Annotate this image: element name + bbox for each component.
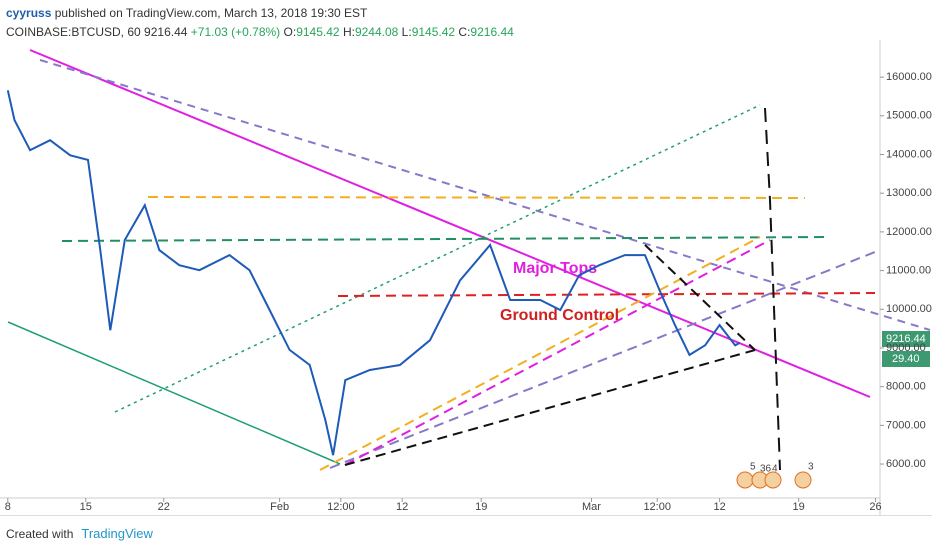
- x-tick-label: 19: [793, 501, 805, 513]
- x-tick-label: 15: [80, 501, 92, 513]
- high: 9244.08: [354, 25, 399, 39]
- trendline: [344, 349, 756, 466]
- y-tick-label: 14000.00: [886, 148, 932, 160]
- timer-tag-text: 29.40: [892, 353, 920, 365]
- o-label: O:: [283, 25, 297, 39]
- chart: Major Tops Ground Control 5 36 4 3 9216.…: [0, 40, 932, 515]
- timer-tag: [882, 351, 930, 367]
- header: cyyruss published on TradingView.com, Ma…: [6, 4, 514, 42]
- publisher: cyyruss: [6, 6, 52, 20]
- low: 9145.42: [411, 25, 456, 39]
- x-tick-label: 8: [5, 501, 11, 513]
- trendline: [7, 321, 341, 465]
- published: published on TradingView.com, March 13, …: [54, 6, 368, 20]
- trendline: [39, 59, 931, 331]
- trendline: [114, 104, 761, 413]
- y-tick-label: 16000.00: [886, 71, 932, 83]
- price-tag: [882, 331, 930, 347]
- event-count: 3: [808, 462, 814, 473]
- x-tick-label: 19: [475, 501, 487, 513]
- trendline: [29, 49, 871, 398]
- y-tick-label: 7000.00: [886, 419, 926, 431]
- change: +71.03 (+0.78%): [190, 25, 281, 39]
- y-tick-label: 12000.00: [886, 226, 932, 238]
- price-tag-text: 9216.44: [886, 333, 926, 345]
- event-count: 36: [760, 464, 772, 475]
- y-tick-label: 11000.00: [886, 264, 931, 276]
- events: 5 36 4 3: [736, 462, 814, 489]
- y-tick-label: 10000.00: [886, 303, 932, 315]
- x-tick-label: 12: [713, 501, 725, 513]
- y-tick-label: 6000.00: [886, 458, 926, 470]
- y-tick-label: 9000.00: [886, 342, 926, 354]
- projection: [764, 107, 781, 471]
- c-label: C:: [458, 25, 471, 39]
- l-label: L:: [401, 25, 412, 39]
- event-icon: [736, 471, 754, 489]
- footer: Created with TradingView: [0, 515, 932, 551]
- symbol: COINBASE:BTCUSD, 60: [6, 25, 141, 39]
- event-count: 5: [750, 462, 756, 473]
- level: [61, 236, 831, 242]
- trendline: [644, 244, 756, 351]
- event-icon: [794, 471, 812, 489]
- last: 9216.44: [144, 25, 188, 39]
- x-tick-label: Mar: [582, 501, 601, 513]
- h-label: H:: [342, 25, 355, 39]
- drawings: [7, 49, 931, 471]
- x-tick-label: 12:00: [327, 501, 355, 513]
- y-tick-label: 13000.00: [886, 187, 932, 199]
- x-tick-label: 12:00: [643, 501, 671, 513]
- footer-text: Created with: [6, 526, 74, 541]
- event-icon: [764, 471, 782, 489]
- x-tick-label: 12: [396, 501, 408, 513]
- annotation: Ground Control: [500, 307, 619, 324]
- trendline: [319, 236, 761, 471]
- x-tick-label: 22: [158, 501, 170, 513]
- y-tick-label: 15000.00: [886, 110, 932, 122]
- event-count: 4: [772, 464, 778, 475]
- y-tick-label: 8000.00: [886, 381, 926, 393]
- open: 9145.42: [296, 25, 340, 39]
- x-tick-label: 26: [869, 501, 881, 513]
- x-tick-label: Feb: [270, 501, 289, 513]
- close: 9216.44: [470, 25, 514, 39]
- trendline: [344, 239, 771, 466]
- level: [147, 196, 806, 199]
- level: [337, 292, 876, 297]
- price-line: [6, 90, 741, 456]
- brand: TradingView: [81, 526, 153, 541]
- trendline: [329, 249, 881, 469]
- annotation: Major Tops: [513, 260, 597, 277]
